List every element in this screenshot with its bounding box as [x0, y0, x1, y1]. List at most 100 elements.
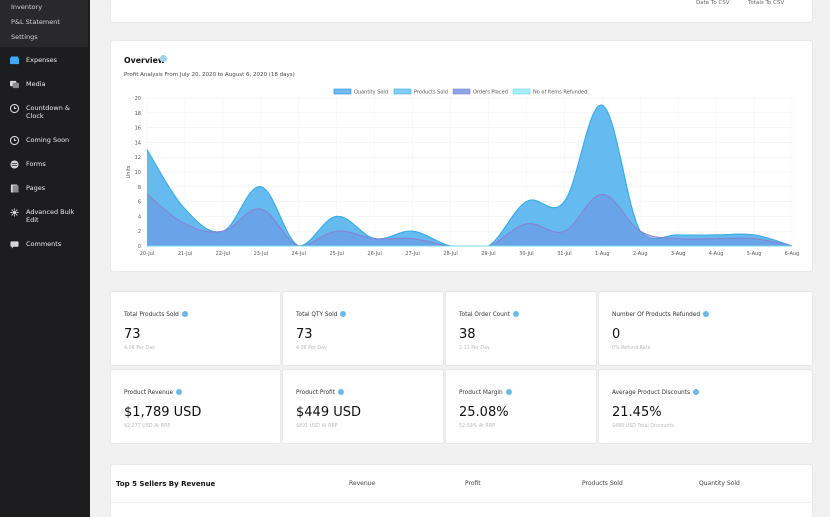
info-icon[interactable] [703, 311, 710, 317]
x-tick-label: 24-Jul [292, 251, 306, 257]
stat-card-total-products-sold: Total Products Sold 73 4.06 Per Day [111, 292, 280, 365]
sidebar-item-label: Pages [26, 184, 46, 192]
x-tick-label: 29-Jul [481, 251, 495, 257]
y-axis-label: Units [126, 165, 132, 178]
clock-icon [9, 103, 20, 114]
stat-value: 0 [612, 327, 621, 342]
legend-item[interactable]: Products Sold [393, 88, 448, 96]
x-tick-label: 27-Jul [405, 251, 419, 257]
sidebar-subitem-pl-statement[interactable]: P&L Statement [11, 18, 60, 26]
y-tick-label: 14 [135, 140, 141, 146]
legend-item[interactable]: Quantity Sold [333, 88, 388, 96]
sidebar-item-advanced-bulk-edit[interactable]: Advanced Bulk Edit [0, 208, 90, 224]
stat-card-product-revenue: Product Revenue $1,789 USD $2,277 USD At… [111, 370, 280, 443]
overview-subtitle: Profit Analysis From July 20, 2020 to Au… [124, 72, 295, 78]
sidebar-subitem-settings[interactable]: Settings [11, 33, 38, 41]
stat-value: 38 [459, 327, 476, 342]
sidebar-item-comments[interactable]: Comments [0, 240, 90, 249]
column-header-profit[interactable]: Profit [465, 480, 481, 487]
x-tick-label: 26-Jul [367, 251, 381, 257]
y-tick-label: 4 [138, 214, 141, 220]
stat-value: 73 [296, 327, 313, 342]
x-tick-label: 1-Aug [595, 251, 610, 257]
x-tick-label: 25-Jul [329, 251, 343, 257]
legend-item[interactable]: Orders Placed [452, 88, 508, 96]
sidebar-item-label: Advanced Bulk Edit [26, 208, 75, 224]
overview-title: Overview [124, 56, 166, 65]
info-icon[interactable] [505, 389, 512, 395]
x-tick-label: 22-Jul [216, 251, 230, 257]
stat-label: Total Order Count [459, 311, 519, 318]
column-header-revenue[interactable]: Revenue [349, 480, 376, 487]
x-tick-label: 6-Aug [785, 251, 800, 257]
y-tick-label: 12 [135, 155, 141, 161]
series-area-2 [147, 194, 792, 246]
expenses-icon [10, 56, 19, 65]
sidebar-item-countdown-clock[interactable]: Countdown & Clock [0, 103, 90, 120]
info-icon[interactable] [337, 389, 344, 395]
overview-card: Overview Profit Analysis From July 20, 2… [111, 41, 812, 271]
export-totals-csv-button[interactable]: Totals To CSV [748, 0, 785, 6]
media-icon [10, 80, 19, 89]
info-icon[interactable] [176, 389, 183, 395]
sidebar-item-expenses[interactable]: Expenses [0, 56, 90, 65]
stat-card-products-refunded: Number Of Products Refunded 0 0% Refund … [599, 292, 812, 365]
pages-icon [10, 184, 19, 193]
x-tick-label: 21-Jul [178, 251, 192, 257]
y-tick-label: 0 [138, 244, 141, 250]
y-tick-label: 8 [138, 185, 141, 191]
stat-label: Number Of Products Refunded [612, 311, 710, 318]
stat-note: $2,277 USD At RRP [124, 424, 171, 429]
x-tick-label: 20-Jul [140, 251, 154, 257]
info-icon[interactable] [692, 389, 699, 395]
sidebar-item-label: Comments [26, 240, 62, 248]
sidebar: Inventory P&L Statement Settings Expense… [0, 0, 90, 517]
sidebar-item-pages[interactable]: Pages [0, 184, 90, 193]
y-tick-label: 6 [138, 200, 141, 206]
sidebar-item-label: Forms [26, 160, 46, 168]
legend-swatch [393, 88, 412, 95]
stat-label: Total QTY Sold [296, 311, 347, 318]
sidebar-item-coming-soon[interactable]: Coming Soon [0, 135, 90, 146]
sidebar-item-label: Media [26, 80, 46, 88]
sidebar-submenu: Inventory P&L Statement Settings [0, 0, 88, 47]
sidebar-subitem-inventory[interactable]: Inventory [11, 3, 43, 11]
x-tick-label: 31-Jul [557, 251, 571, 257]
stat-note: $891 USD At RRP [296, 424, 338, 429]
divider [111, 502, 812, 503]
legend-item[interactable]: No of Items Refunded [512, 88, 587, 96]
y-tick-label: 18 [135, 111, 141, 117]
export-date-csv-button[interactable]: Date To CSV [696, 0, 730, 6]
legend-label: Quantity Sold [354, 90, 388, 96]
stat-note: 4.06 Per Day [124, 346, 155, 351]
y-tick-label: 10 [135, 170, 141, 176]
stat-value: $449 USD [296, 405, 361, 420]
sidebar-item-label: Countdown & Clock [26, 104, 70, 120]
sidebar-item-label: Expenses [26, 56, 57, 64]
info-icon[interactable] [160, 55, 167, 62]
info-icon[interactable] [340, 311, 347, 317]
column-header-products-sold[interactable]: Products Sold [582, 480, 623, 487]
stat-label: Average Product Discounts [612, 389, 699, 396]
stat-label: Product Profit [296, 389, 344, 396]
column-header-quantity-sold[interactable]: Quantity Sold [699, 480, 740, 487]
comments-icon [10, 240, 19, 249]
legend-label: No of Items Refunded [533, 90, 587, 96]
stat-card-total-order-count: Total Order Count 38 2.11 Per Day [446, 292, 596, 365]
legend-swatch [512, 88, 531, 95]
top-sellers-title: Top 5 Sellers By Revenue [116, 480, 216, 488]
x-tick-label: 30-Jul [519, 251, 533, 257]
stat-value: 73 [124, 327, 141, 342]
stat-note: 0% Refund Rate [612, 346, 651, 351]
y-tick-label: 2 [138, 229, 141, 235]
stat-label: Product Revenue [124, 389, 183, 396]
info-icon[interactable] [181, 311, 188, 317]
x-tick-label: 3-Aug [671, 251, 686, 257]
export-card: Date To CSV Totals To CSV [111, 0, 812, 22]
sidebar-item-media[interactable]: Media [0, 80, 90, 89]
stat-note: 4.06 Per Day [296, 346, 327, 351]
info-icon[interactable] [512, 311, 519, 317]
sidebar-item-forms[interactable]: Forms [0, 160, 90, 169]
legend-label: Products Sold [414, 90, 448, 96]
stat-label: Total Products Sold [124, 311, 188, 318]
